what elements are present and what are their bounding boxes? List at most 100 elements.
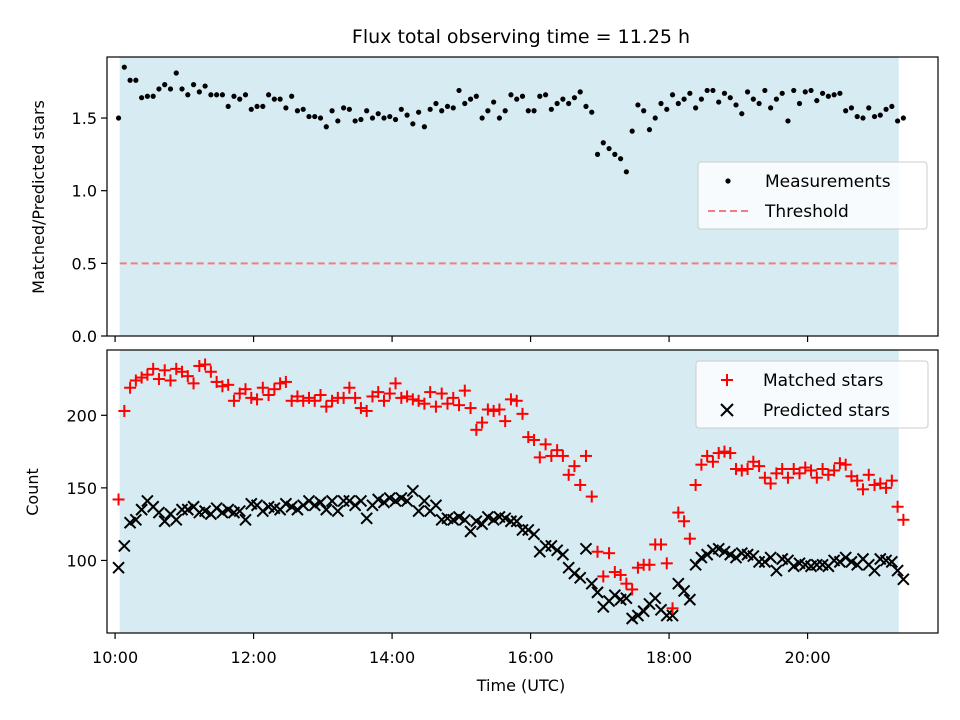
matched-star-point bbox=[164, 374, 177, 387]
matched-star-point bbox=[170, 362, 183, 375]
predicted-star-point bbox=[689, 558, 702, 571]
y-tick-label: 200 bbox=[66, 406, 97, 425]
measurement-point bbox=[294, 108, 301, 114]
matched-star-point bbox=[297, 394, 310, 407]
measurement-point bbox=[525, 108, 531, 114]
predicted-star-point bbox=[504, 515, 518, 528]
measurement-point bbox=[214, 92, 220, 98]
predicted-star-point bbox=[406, 484, 420, 497]
measurement-point bbox=[762, 87, 768, 94]
measurement-point bbox=[162, 82, 168, 88]
matched-star-point bbox=[856, 483, 869, 496]
matched-star-point bbox=[678, 515, 691, 528]
measurement-point bbox=[364, 108, 370, 114]
measurement-point bbox=[352, 118, 358, 124]
measurement-point bbox=[750, 96, 756, 102]
measurement-point bbox=[664, 106, 670, 112]
matched-star-point bbox=[429, 400, 442, 413]
matched-star-point bbox=[603, 547, 616, 560]
measurement-point bbox=[779, 90, 785, 96]
predicted-star-point bbox=[360, 512, 373, 525]
matched-star-point bbox=[487, 404, 500, 417]
matched-star-point bbox=[251, 393, 264, 406]
x-tick-label: 16:00 bbox=[508, 648, 554, 667]
predicted-star-point bbox=[891, 564, 904, 577]
measurement-point bbox=[231, 93, 237, 99]
matched-star-point bbox=[129, 374, 142, 387]
measurement-point bbox=[392, 116, 399, 123]
measurement-point bbox=[831, 92, 837, 98]
matched-star-point bbox=[568, 460, 581, 473]
measurement-point bbox=[150, 93, 156, 99]
predicted-star-point bbox=[475, 517, 489, 531]
ratio-y-ticks: 0.0 0.5 1.0 1.5 bbox=[72, 109, 107, 346]
predicted-star-point bbox=[297, 499, 310, 512]
measurement-point bbox=[179, 86, 185, 92]
predicted-star-point bbox=[752, 555, 766, 569]
matched-star-point bbox=[435, 387, 448, 400]
matched-star-point bbox=[862, 468, 875, 481]
predicted-star-point bbox=[135, 503, 148, 516]
chart-title: Flux total observing time = 11.25 h bbox=[352, 26, 690, 48]
matched-star-point bbox=[724, 447, 737, 460]
predicted-star-point bbox=[510, 515, 523, 528]
matched-star-point bbox=[493, 403, 506, 416]
predicted-star-point bbox=[868, 564, 881, 577]
measurement-point bbox=[877, 112, 883, 118]
predicted-star-point bbox=[631, 609, 645, 622]
matched-star-point bbox=[597, 570, 610, 583]
measurement-point bbox=[871, 113, 878, 120]
measurement-point bbox=[560, 96, 566, 102]
count-y-axis-label: Count bbox=[23, 468, 42, 516]
measurement-point bbox=[843, 108, 849, 114]
measurement-point bbox=[814, 97, 820, 104]
matched-star-point bbox=[279, 375, 292, 388]
predicted-star-point bbox=[672, 577, 685, 590]
measurement-points bbox=[115, 64, 906, 175]
measurement-point bbox=[583, 103, 589, 110]
predicted-stars-legend-label: Predicted stars bbox=[763, 401, 890, 421]
matched-star-point bbox=[418, 397, 431, 410]
measurement-point bbox=[312, 113, 318, 120]
measurement-point bbox=[635, 102, 641, 108]
ratio-legend-box bbox=[697, 161, 928, 230]
matched-star-point bbox=[655, 538, 667, 551]
matched-star-point bbox=[227, 394, 240, 407]
measurement-point bbox=[219, 92, 226, 98]
matched-star-point bbox=[481, 403, 494, 416]
measurement-point bbox=[433, 100, 439, 107]
matched-star-point bbox=[608, 566, 621, 579]
measurement-point bbox=[462, 100, 468, 107]
measurement-point bbox=[519, 93, 526, 99]
matched-star-point bbox=[620, 577, 633, 590]
matched-star-point bbox=[499, 415, 512, 428]
measurement-point bbox=[791, 87, 797, 94]
matched-star-point bbox=[268, 383, 281, 396]
matched-star-point bbox=[528, 433, 541, 446]
matched-star-point bbox=[354, 402, 367, 415]
predicted-star-point bbox=[620, 591, 633, 605]
measurement-point bbox=[739, 111, 745, 117]
matched-star-point bbox=[239, 383, 252, 396]
predicted-star-point bbox=[660, 609, 673, 622]
predicted-star-point bbox=[429, 499, 443, 512]
matched-star-point bbox=[447, 391, 460, 404]
matched-star-point bbox=[839, 458, 852, 471]
predicted-star-point bbox=[758, 555, 772, 569]
measurement-point bbox=[669, 92, 676, 98]
ratio-panel: 0.0 0.5 1.0 1.5 Matched/Predicted stars Mea… bbox=[29, 56, 939, 346]
measurement-point bbox=[802, 89, 808, 95]
measurement-point bbox=[537, 93, 543, 99]
matched-stars-legend-marker bbox=[721, 374, 733, 386]
matched-star-point bbox=[510, 394, 523, 407]
matched-star-point bbox=[124, 381, 137, 394]
matched-star-point bbox=[112, 493, 125, 506]
predicted-star-point bbox=[112, 561, 125, 574]
matched-star-point bbox=[614, 568, 627, 581]
matched-star-point bbox=[504, 393, 517, 406]
predicted-star-point bbox=[239, 513, 252, 527]
measurement-point bbox=[346, 106, 352, 112]
measurement-point bbox=[646, 127, 653, 133]
y-tick-label: 150 bbox=[66, 479, 97, 498]
predicted-star-point bbox=[302, 494, 316, 508]
